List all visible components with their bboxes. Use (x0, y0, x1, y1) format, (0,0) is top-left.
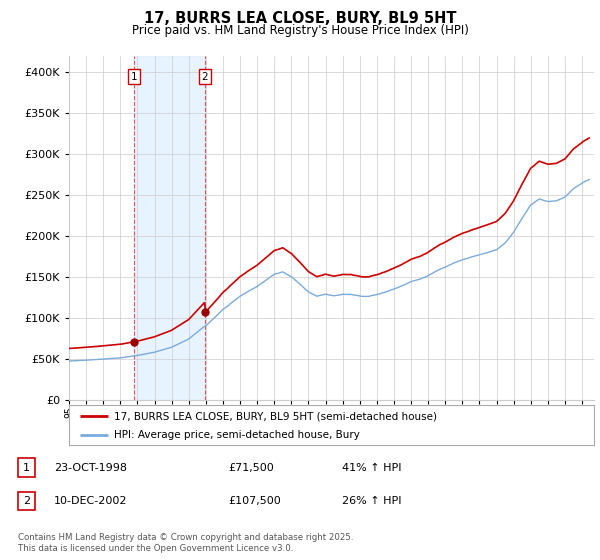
Text: 1: 1 (131, 72, 137, 82)
Text: 17, BURRS LEA CLOSE, BURY, BL9 5HT: 17, BURRS LEA CLOSE, BURY, BL9 5HT (144, 11, 456, 26)
Bar (134, 56, 205, 400)
Text: 2: 2 (202, 72, 208, 82)
Text: Contains HM Land Registry data © Crown copyright and database right 2025.
This d: Contains HM Land Registry data © Crown c… (18, 533, 353, 553)
Text: HPI: Average price, semi-detached house, Bury: HPI: Average price, semi-detached house,… (113, 430, 359, 440)
Text: 17, BURRS LEA CLOSE, BURY, BL9 5HT (semi-detached house): 17, BURRS LEA CLOSE, BURY, BL9 5HT (semi… (113, 411, 437, 421)
Text: £71,500: £71,500 (228, 463, 274, 473)
Text: 2: 2 (23, 496, 30, 506)
Text: 1: 1 (23, 463, 30, 473)
Text: 23-OCT-1998: 23-OCT-1998 (54, 463, 127, 473)
Text: 26% ↑ HPI: 26% ↑ HPI (342, 496, 401, 506)
Text: 10-DEC-2002: 10-DEC-2002 (54, 496, 128, 506)
Text: £107,500: £107,500 (228, 496, 281, 506)
Text: 41% ↑ HPI: 41% ↑ HPI (342, 463, 401, 473)
Text: Price paid vs. HM Land Registry's House Price Index (HPI): Price paid vs. HM Land Registry's House … (131, 24, 469, 36)
